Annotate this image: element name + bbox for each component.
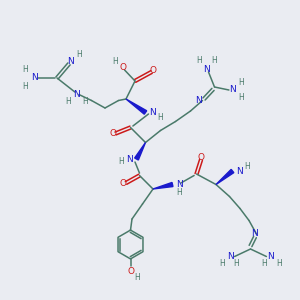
Text: H: H [82,98,88,106]
Text: H: H [134,273,140,282]
Text: O: O [197,153,205,162]
Text: H: H [238,78,244,87]
Text: H: H [212,56,218,65]
Text: H: H [65,98,71,106]
Text: H: H [238,93,244,102]
Polygon shape [135,142,146,160]
Text: O: O [149,66,157,75]
Text: H: H [22,65,28,74]
Text: N: N [229,85,236,94]
Text: N: N [31,74,38,82]
Text: H: H [276,260,282,268]
Text: O: O [119,63,127,72]
Polygon shape [126,99,147,114]
Text: H: H [176,188,182,197]
Polygon shape [216,169,234,184]
Text: N: N [176,180,182,189]
Text: H: H [196,56,202,65]
Text: N: N [149,108,155,117]
Text: N: N [267,252,273,261]
Text: O: O [109,129,116,138]
Text: H: H [76,50,82,59]
Text: H: H [118,158,124,166]
Text: H: H [233,260,239,268]
Text: H: H [157,113,163,122]
Text: N: N [195,96,201,105]
Text: N: N [127,154,133,164]
Text: N: N [67,57,74,66]
Text: H: H [244,162,250,171]
Text: N: N [236,167,242,176]
Text: H: H [262,260,268,268]
Text: N: N [73,90,80,99]
Text: N: N [251,230,257,238]
Text: H: H [22,82,28,91]
Text: O: O [127,267,134,276]
Text: O: O [119,178,127,188]
Text: N: N [228,252,234,261]
Text: H: H [112,57,118,66]
Text: N: N [204,64,210,74]
Polygon shape [153,182,173,189]
Text: H: H [219,260,225,268]
